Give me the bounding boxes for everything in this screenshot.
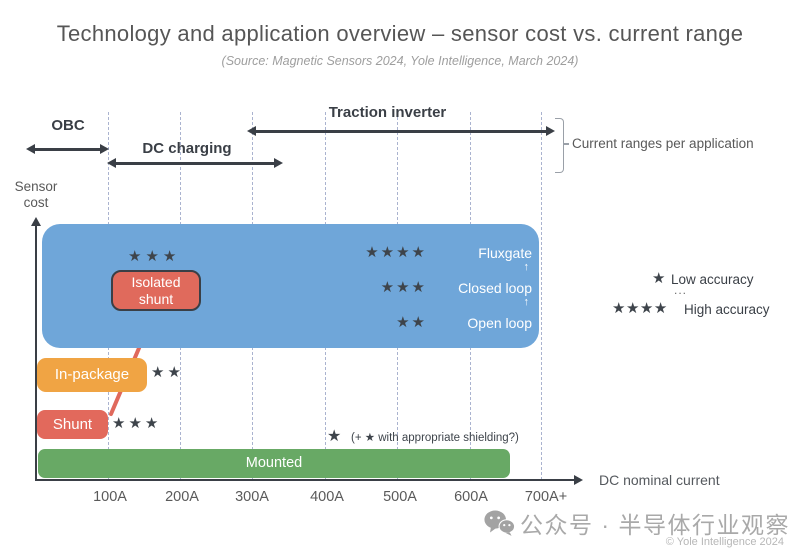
mounted-accuracy-star: ★: [327, 428, 342, 445]
source-subtitle: (Source: Magnetic Sensors 2024, Yole Int…: [221, 54, 579, 68]
obc-range-arrow: [34, 148, 101, 151]
legend-high-stars-icon: ★★★★: [612, 300, 668, 317]
open-loop-label: Open loop: [467, 315, 532, 331]
tick-600a: 600A: [454, 489, 488, 505]
up-arrow-icon: ↑: [523, 261, 530, 273]
mounted-shielding-note: (+ ★ with appropriate shielding?): [351, 432, 519, 444]
isolated-shunt-stars: ★★★: [128, 248, 181, 265]
legend-low-label: Low accuracy: [671, 272, 754, 287]
copyright-text: © Yole Intelligence 2024: [665, 536, 784, 548]
gridline-700a: [541, 112, 542, 480]
open-loop-stars: ★★: [396, 314, 427, 331]
current-ranges-caption: Current ranges per application: [572, 136, 754, 151]
fluxgate-label: Fluxgate: [478, 245, 532, 261]
legend-ellipsis: ...: [674, 283, 688, 297]
wechat-icon: [484, 510, 515, 536]
page-title: Technology and application overview – se…: [56, 21, 744, 46]
watermark-text: 公众号 · 半导体行业观察: [520, 512, 790, 538]
closed-loop-label: Closed loop: [458, 280, 532, 296]
shunt-box: Shunt: [37, 410, 108, 439]
tick-100a: 100A: [93, 489, 127, 505]
x-axis-label: DC nominal current: [599, 472, 720, 488]
y-axis: [34, 225, 38, 480]
y-axis-label-line2: cost: [23, 195, 49, 210]
tick-400a: 400A: [310, 489, 344, 505]
closed-loop-stars: ★★★: [380, 279, 427, 296]
dc-charging-label: DC charging: [142, 140, 232, 157]
range-bracket-tick: [563, 143, 569, 145]
in-package-box: In-package: [37, 358, 147, 392]
traction-inverter-label: Traction inverter: [328, 104, 447, 121]
traction-inverter-range-arrow: [255, 130, 547, 133]
dc-charging-range-arrow: [115, 162, 275, 165]
shunt-stars: ★★★: [112, 415, 162, 432]
up-arrow-icon: ↑: [523, 296, 530, 308]
tick-500a: 500A: [383, 489, 417, 505]
isolated-shunt-label-line2: shunt: [138, 290, 174, 307]
obc-label: OBC: [51, 117, 85, 134]
isolated-shunt-label-line1: Isolated: [131, 273, 181, 290]
in-package-stars: ★★: [151, 364, 184, 381]
tick-700a: 700A+: [524, 489, 568, 505]
tick-200a: 200A: [165, 489, 199, 505]
legend-low-star-icon: ★: [652, 270, 666, 287]
y-axis-label-line1: Sensor: [14, 179, 58, 194]
y-axis-label: Sensor cost: [4, 179, 68, 211]
legend-high-label: High accuracy: [684, 302, 770, 317]
tick-300a: 300A: [235, 489, 269, 505]
x-axis: [34, 478, 575, 482]
fluxgate-stars: ★★★★: [365, 244, 427, 261]
isolated-shunt-box: Isolated shunt: [111, 270, 201, 311]
range-bracket: [555, 118, 564, 173]
mounted-bar: Mounted: [38, 449, 510, 478]
